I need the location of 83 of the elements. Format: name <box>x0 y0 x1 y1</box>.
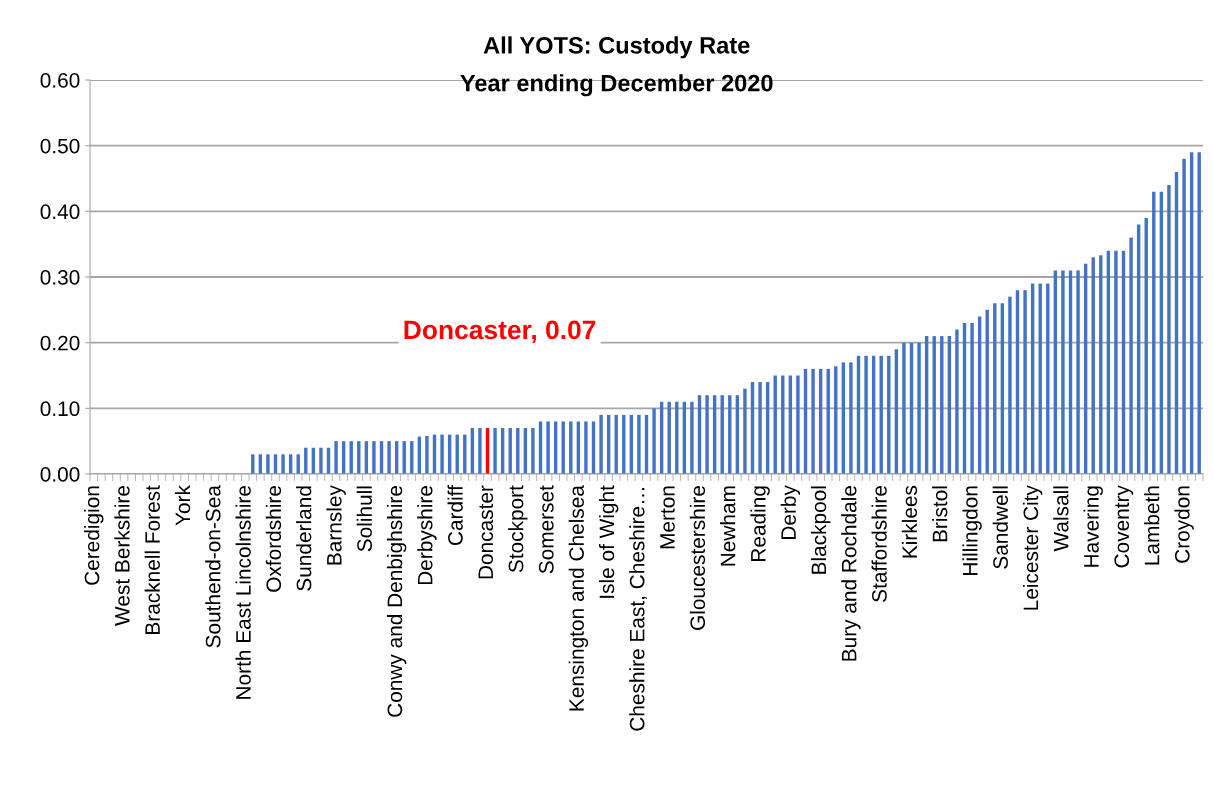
x-tick-label: Blackpool <box>810 486 831 574</box>
bar <box>493 428 497 474</box>
bar <box>849 362 853 474</box>
x-tick-label: Cheshire East, Cheshire… <box>629 487 647 731</box>
x-tick-label: Leicester City <box>1022 485 1043 610</box>
bar <box>478 428 482 474</box>
bar <box>266 454 270 474</box>
bar <box>955 329 959 474</box>
bar <box>281 454 285 474</box>
bar <box>811 368 815 474</box>
bar <box>864 355 868 474</box>
bar <box>705 395 709 474</box>
chart-subtitle: Year ending December 2020 <box>460 74 773 97</box>
x-tick-label: Derby <box>780 485 801 539</box>
x-tick-label: Isle of Wight <box>598 485 619 598</box>
x-tick-label: Conwy and Denbighshire <box>386 486 407 717</box>
annotation: Doncaster, 0.07 <box>404 320 596 344</box>
bar <box>546 421 550 474</box>
bar <box>1167 185 1171 474</box>
bar <box>372 441 376 474</box>
x-tick-label: Somerset <box>538 485 554 574</box>
x-tick-label: Walsall <box>1053 486 1069 552</box>
y-tick-label: 0.60 <box>40 73 80 88</box>
bar <box>1008 296 1012 474</box>
x-tick-label: Hillingdon <box>962 486 982 575</box>
x-tick-label: Ceredigion <box>84 486 104 585</box>
x-tick-label: Kirklees <box>901 485 918 558</box>
x-tick-label: York <box>174 485 191 526</box>
x-tick-label: West Berkshire <box>114 486 130 626</box>
x-tick-label: Bury and Rochdale <box>841 486 861 661</box>
x-tick-label: Derbyshire <box>417 486 437 585</box>
x-tick-label: Sunderland <box>296 486 312 591</box>
bar <box>334 441 338 474</box>
bar <box>531 428 535 474</box>
bar <box>440 434 444 474</box>
y-tick-label: 0.40 <box>40 204 80 220</box>
x-tick-label: Reading <box>750 486 770 561</box>
bar <box>796 375 800 474</box>
bar <box>1114 250 1118 474</box>
bar <box>1023 290 1027 474</box>
y-tick-label: 0.20 <box>40 335 80 351</box>
bar <box>743 388 747 474</box>
bar <box>319 447 323 474</box>
y-tick-label: 0.30 <box>40 270 80 285</box>
x-tick-label: Gloucestershire <box>689 486 706 630</box>
x-tick-label: Croydon <box>1174 486 1194 563</box>
bar <box>425 435 429 474</box>
x-tick-label: Southend-on-Sea <box>205 485 221 648</box>
x-tick-label: Solihull <box>356 486 372 552</box>
y-tick-label: 0.50 <box>40 138 80 154</box>
bar <box>1182 158 1186 474</box>
x-tick-label: Merton <box>660 486 675 549</box>
bar <box>1076 270 1080 474</box>
bar <box>652 408 656 474</box>
bar <box>690 401 694 474</box>
x-tick-label: Bristol <box>932 486 948 542</box>
x-tick-label: Doncaster <box>478 485 494 579</box>
bar <box>387 441 391 474</box>
x-tick-label: North East Lincolnshire <box>235 486 251 699</box>
x-tick-label: Bracknell Forest <box>144 485 160 634</box>
bar <box>1129 237 1133 474</box>
x-tick-label: Staffordshire <box>871 486 887 602</box>
x-tick-label: Havering <box>1083 486 1103 567</box>
bar <box>970 322 974 474</box>
bar <box>1061 270 1065 474</box>
bar <box>917 342 921 474</box>
bar <box>637 414 641 474</box>
x-tick-label: Stockport <box>508 485 528 573</box>
x-tick-label: Barnsley <box>326 485 346 565</box>
x-tick-label: Cardiff <box>447 485 463 546</box>
x-tick-label: Coventry <box>1114 485 1134 568</box>
x-tick-label: Oxfordshire <box>265 486 282 592</box>
y-tick-label: 0.10 <box>40 401 80 417</box>
y-tick-label: 0.00 <box>40 467 80 482</box>
bar <box>758 382 762 474</box>
bar <box>902 342 906 474</box>
x-tick-label: Lambeth <box>1144 486 1160 565</box>
bar <box>584 421 588 474</box>
x-tick-label: Sandwell <box>992 486 1008 569</box>
x-tick-label: Kensington and Chelsea <box>568 485 589 711</box>
bar <box>599 414 603 474</box>
x-tick-label: Newham <box>720 486 736 566</box>
chart-title: All YOTS: Custody Rate <box>483 36 750 59</box>
